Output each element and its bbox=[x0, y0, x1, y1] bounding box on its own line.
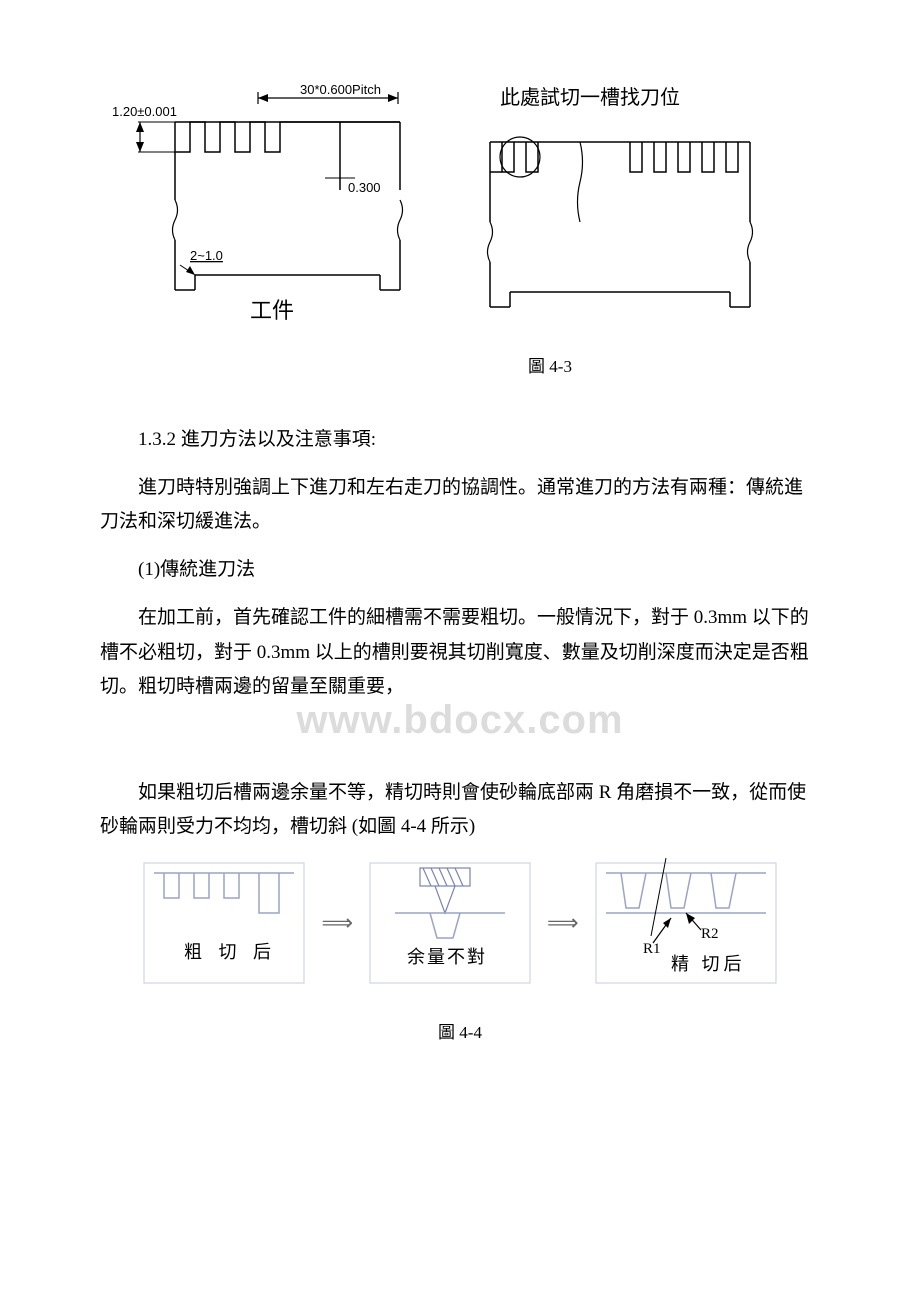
arrow-icon: ⟹ bbox=[547, 903, 579, 943]
dim-step: 2~1.0 bbox=[190, 248, 223, 263]
paragraph-2: (1)傳統進刀法 bbox=[100, 553, 820, 587]
label-workpiece: 工件 bbox=[250, 298, 294, 323]
dim-pitch: 30*0.600Pitch bbox=[300, 82, 381, 97]
diagram-right-svg bbox=[470, 122, 770, 332]
label-r1: R1 bbox=[643, 941, 661, 957]
dim-height: 1.20±0.001 bbox=[112, 104, 177, 119]
annotation-trial-cut: 此處試切一槽找刀位 bbox=[500, 80, 770, 116]
panel-mid-svg: 余量不對 bbox=[365, 858, 535, 988]
figure-4-4-panel-right: R1 R2 精 切后 bbox=[591, 858, 781, 988]
arrow-icon: ⟹ bbox=[321, 903, 353, 943]
section-heading: 1.3.2 進刀方法以及注意事項: bbox=[100, 423, 820, 457]
panel-right-label: 精 切后 bbox=[671, 954, 746, 974]
figure-4-4-caption: 圖 4-4 bbox=[100, 1018, 820, 1049]
panel-left-svg: 粗 切 后 bbox=[139, 858, 309, 988]
label-r2: R2 bbox=[701, 926, 719, 942]
figure-4-3-right: 此處試切一槽找刀位 bbox=[470, 80, 770, 332]
dim-groove: 0.300 bbox=[348, 180, 381, 195]
panel-mid-label: 余量不對 bbox=[407, 947, 487, 967]
figure-4-4-panel-left: 粗 切 后 bbox=[139, 858, 309, 988]
figure-4-4-panel-mid: 余量不對 bbox=[365, 858, 535, 988]
figure-4-4: 粗 切 后 ⟹ 余量不對 ⟹ bbox=[100, 858, 820, 988]
figure-4-3-left: 30*0.600Pitch 1.20±0.001 0.300 bbox=[100, 80, 430, 330]
paragraph-4: 如果粗切后槽兩邊余量不等，精切時則會使砂輪底部兩 R 角磨損不一致，從而使砂輪兩… bbox=[100, 776, 820, 844]
paragraph-1: 進刀時特別強調上下進刀和左右走刀的協調性。通常進刀的方法有兩種：傳統進刀法和深切… bbox=[100, 471, 820, 539]
panel-left-label: 粗 切 后 bbox=[184, 942, 277, 962]
diagram-left-svg: 30*0.600Pitch 1.20±0.001 0.300 bbox=[100, 80, 430, 330]
panel-right-svg: R1 R2 精 切后 bbox=[591, 858, 781, 988]
figure-4-3: 30*0.600Pitch 1.20±0.001 0.300 bbox=[100, 80, 820, 332]
figure-4-3-caption: 圖 4-3 bbox=[280, 352, 820, 383]
